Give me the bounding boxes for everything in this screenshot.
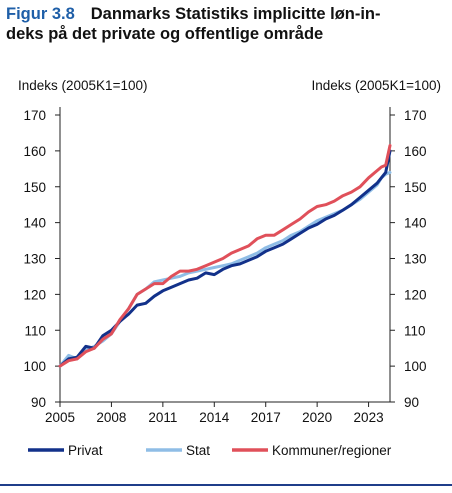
y-axis-label-right: Indeks (2005K1=100) [312,78,441,93]
x-tick-label: 2014 [199,410,230,425]
figure-title: Figur 3.8 Danmarks Statistiks implicitte … [6,4,446,44]
y-tick-label-right: 140 [404,216,427,231]
y-tick-label-right: 160 [404,144,427,159]
x-tick-label: 2008 [96,410,126,425]
series-line-kommuner-regioner [58,144,392,368]
x-tick-label: 2017 [251,410,281,425]
legend-label-kommuner-regioner: Kommuner/regioner [272,443,392,458]
y-tick-label-right: 150 [404,180,427,195]
legend-label-privat: Privat [68,443,103,458]
y-tick-label-left: 120 [23,287,46,302]
legend: Privat Stat Kommuner/regioner [28,443,392,458]
x-tick-label: 2020 [302,410,332,425]
y-axis-label-left: Indeks (2005K1=100) [18,78,147,93]
y-tick-label-right: 90 [404,395,419,410]
y-tick-label-left: 90 [31,395,46,410]
x-tick-label: 2005 [45,410,75,425]
series-lines [58,144,392,368]
y-tick-label-left: 150 [23,180,46,195]
y-tick-label-left: 110 [24,323,46,338]
x-tick-label: 2011 [148,410,177,425]
y-tick-label-left: 170 [23,108,46,123]
y-tick-label-left: 130 [23,252,46,267]
y-tick-label-right: 110 [404,323,426,338]
y-tick-label-right: 130 [404,252,427,267]
y-tick-label-right: 100 [404,359,427,374]
x-tick-label: 2023 [354,410,384,425]
y-tick-label-left: 140 [23,216,46,231]
figure-number: Figur 3.8 [6,5,75,23]
y-tick-label-left: 100 [23,359,46,374]
figure-title-line-2: deks på det private og offentlige område [6,25,324,43]
y-tick-label-left: 160 [23,144,46,159]
y-tick-label-right: 120 [404,287,427,302]
bottom-rule [0,484,452,486]
tick-labels: 90 90 100 100 110 110 120 120 130 130 140 140 150 150… [23,108,426,425]
legend-label-stat: Stat [186,443,210,458]
figure-title-text-1: Danmarks Statistiks implicitte løn-in- [90,5,381,23]
axes [59,107,391,403]
y-tick-label-right: 170 [404,108,427,123]
figure-title-line-1: Figur 3.8 Danmarks Statistiks implicitte … [6,4,446,24]
